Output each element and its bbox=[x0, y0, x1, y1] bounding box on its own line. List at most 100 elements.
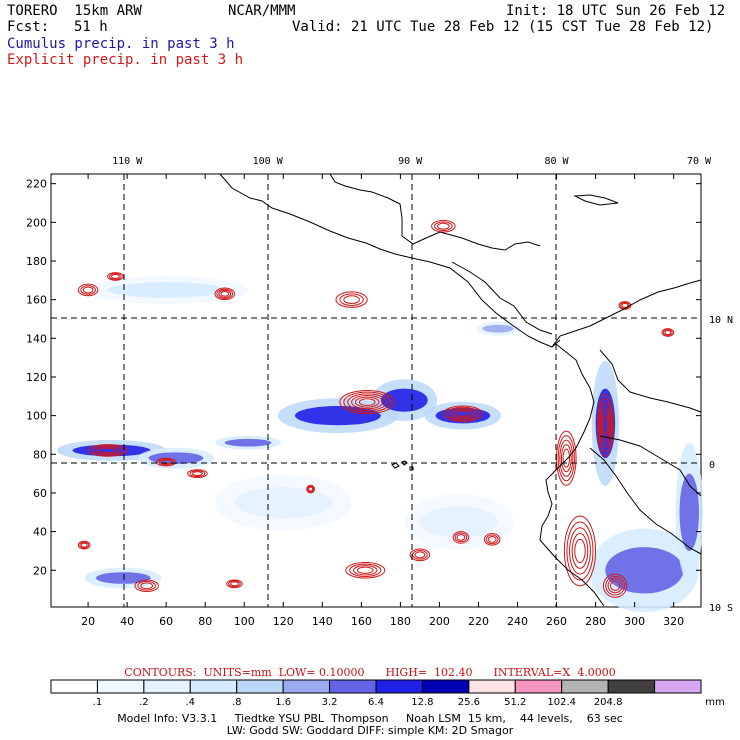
explicit-contour bbox=[155, 457, 177, 467]
colorbar-label: 102.4 bbox=[547, 697, 576, 708]
explicit-contour bbox=[187, 469, 208, 478]
x-tick-label: 240 bbox=[507, 615, 528, 628]
explicit-contour bbox=[343, 295, 360, 305]
explicit-contour bbox=[353, 565, 378, 576]
explicit-contour bbox=[601, 411, 610, 440]
colorbar-label: 6.4 bbox=[368, 697, 384, 708]
y-tick-label: 100 bbox=[26, 410, 47, 423]
explicit-contour bbox=[216, 288, 234, 299]
explicit-contour bbox=[87, 444, 128, 457]
longitude-label: 70 W bbox=[687, 156, 712, 167]
colorbar-swatch bbox=[143, 679, 191, 694]
y-tick-label: 200 bbox=[26, 216, 47, 229]
colorbar-label: 3.2 bbox=[322, 697, 338, 708]
explicit-contour bbox=[335, 291, 368, 308]
explicit-contour bbox=[308, 486, 314, 492]
longitude-label: 100 W bbox=[253, 156, 284, 167]
cumulus-core bbox=[224, 438, 272, 447]
explicit-contour bbox=[602, 573, 628, 598]
longitude-labels: 110 W 100 W 90 W 80 W 70 W bbox=[112, 156, 712, 167]
colorbar-label: 51.2 bbox=[504, 697, 526, 708]
init-time: Init: 18 UTC Sun 26 Feb 12 bbox=[506, 3, 726, 19]
explicit-contour bbox=[487, 535, 497, 543]
colorbar-swatch bbox=[514, 679, 563, 694]
explicit-contour bbox=[556, 430, 577, 486]
x-tick-label: 100 bbox=[234, 615, 255, 628]
explicit-contour bbox=[449, 408, 477, 420]
explicit-contour bbox=[349, 563, 382, 577]
y-tick-label: 140 bbox=[26, 332, 47, 345]
y-tick-label: 220 bbox=[26, 178, 47, 191]
y-tick-label: 160 bbox=[26, 294, 47, 307]
explicit-contour bbox=[599, 402, 612, 448]
explicit-contour bbox=[99, 447, 116, 454]
physics-info: LW: Godd SW: Goddard DIFF: simple KM: 2D… bbox=[226, 724, 514, 737]
latitude-labels: 10 N 0 10 S bbox=[709, 315, 733, 614]
explicit-contour bbox=[355, 396, 380, 408]
explicit-contour bbox=[356, 566, 374, 574]
colorbar-swatch bbox=[375, 679, 423, 694]
colorbar-label: .4 bbox=[186, 697, 196, 708]
explicit-contour bbox=[343, 391, 392, 413]
y-tick-label: 20 bbox=[33, 564, 47, 577]
y-tick-label: 60 bbox=[33, 487, 47, 500]
explicit-contour bbox=[446, 406, 480, 421]
explicit-contour bbox=[452, 531, 470, 544]
explicit-contour bbox=[569, 527, 591, 575]
explicit-contour bbox=[306, 484, 316, 494]
legend-cumulus: Cumulus precip. in past 3 h bbox=[7, 36, 235, 52]
explicit-contour bbox=[598, 398, 613, 453]
cumulus-core bbox=[605, 547, 684, 594]
explicit-contour bbox=[339, 390, 396, 415]
contour-info: CONTOURS: UNITS=mm LOW= 0.10000 HIGH= 10… bbox=[124, 666, 616, 679]
colorbar-label: 12.8 bbox=[411, 697, 433, 708]
explicit-contour bbox=[79, 541, 90, 549]
explicit-contour bbox=[621, 303, 629, 308]
central-america-coast bbox=[219, 173, 561, 348]
coastlines bbox=[219, 173, 702, 607]
colorbar-label: .2 bbox=[139, 697, 149, 708]
peru-border bbox=[589, 447, 702, 555]
longitude-label: 90 W bbox=[398, 156, 423, 167]
colorbar-swatch bbox=[329, 679, 377, 694]
model-name: TORERO 15km ARW bbox=[7, 3, 142, 19]
longitude-label: 110 W bbox=[112, 156, 143, 167]
explicit-contour bbox=[137, 580, 156, 591]
explicit-contour bbox=[605, 575, 625, 596]
lat-lon-grid bbox=[51, 174, 701, 607]
explicit-contour bbox=[434, 221, 453, 232]
x-tick-label: 320 bbox=[663, 615, 684, 628]
latitude-label: 10 S bbox=[709, 603, 733, 614]
colorbar-swatch bbox=[421, 679, 470, 694]
latitude-label: 0 bbox=[709, 460, 715, 471]
cumulus-core bbox=[107, 282, 225, 298]
explicit-contour bbox=[562, 448, 571, 468]
explicit-contour bbox=[602, 415, 609, 435]
explicit-contour bbox=[442, 405, 483, 422]
explicit-contour bbox=[597, 393, 614, 457]
explicit-contour bbox=[111, 274, 120, 279]
colorbar-swatch bbox=[189, 679, 238, 694]
explicit-contour bbox=[664, 330, 672, 335]
cumulus-core bbox=[294, 405, 381, 426]
model-info: Model Info: V3.3.1 Tiedtke YSU PBL Thomp… bbox=[117, 712, 623, 725]
explicit-contour bbox=[80, 285, 96, 295]
cumulus-core bbox=[482, 324, 514, 333]
explicit-contour bbox=[609, 580, 621, 591]
cumulus-core bbox=[234, 487, 333, 519]
legend-explicit: Explicit precip. in past 3 h bbox=[7, 52, 244, 68]
y-axis: 20 40 60 80 100 120 140 160 180 200 220 bbox=[26, 178, 701, 577]
cumulus-core bbox=[419, 506, 498, 538]
explicit-contour bbox=[91, 445, 124, 456]
colorbar-swatch bbox=[236, 679, 284, 694]
explicit-contour bbox=[307, 485, 315, 493]
cumulus-core bbox=[95, 572, 151, 584]
cumulus-core bbox=[679, 473, 700, 551]
organization: NCAR/MMM bbox=[228, 3, 296, 19]
explicit-contour bbox=[345, 562, 386, 579]
andes-border bbox=[599, 349, 702, 413]
x-tick-label: 140 bbox=[312, 615, 333, 628]
colorbar-swatch bbox=[607, 679, 656, 694]
explicit-contour bbox=[189, 470, 206, 478]
